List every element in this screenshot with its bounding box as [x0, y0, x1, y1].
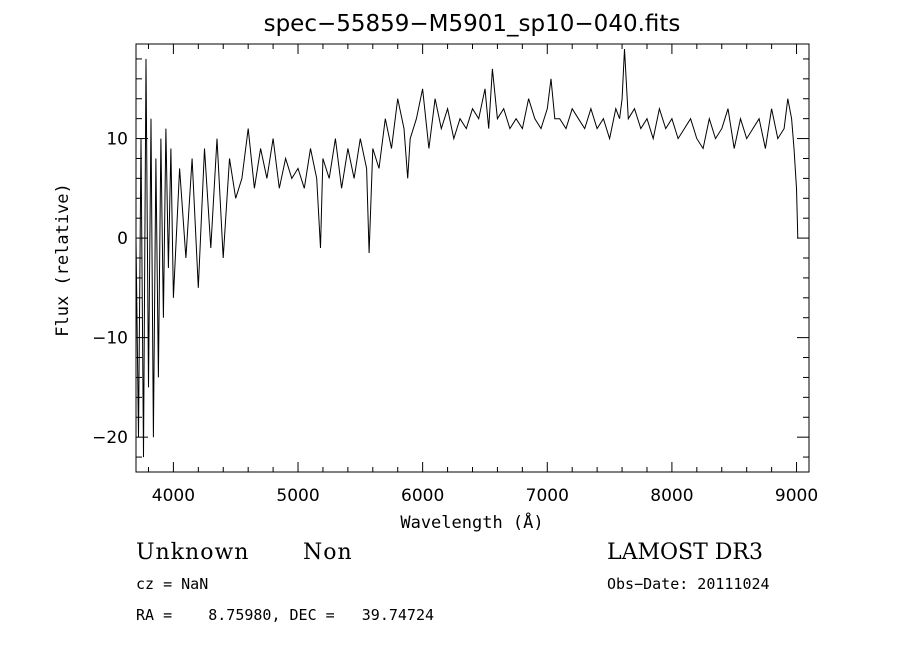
obs-date-label: Obs−Date: 20111024 — [607, 575, 770, 593]
spectrum-series-line — [135, 48, 799, 458]
object-class-label: Unknown — [136, 540, 249, 565]
y-tick-label: 0 — [117, 229, 128, 249]
y-axis-tick-labels: −20 −10 0 10 — [92, 130, 128, 449]
x-tick-label: 4000 — [152, 486, 195, 506]
y-tick-label: −10 — [92, 329, 128, 349]
y-axis-ticks — [136, 58, 809, 458]
x-tick-label: 8000 — [650, 486, 693, 506]
y-tick-label: −20 — [92, 428, 128, 448]
y-tick-label: 10 — [106, 130, 128, 150]
x-tick-label: 6000 — [401, 486, 444, 506]
redshift-label: cz = NaN — [136, 575, 208, 593]
x-axis-label: Wavelength (Å) — [400, 511, 543, 533]
x-axis-tick-labels: 4000 5000 6000 7000 8000 9000 — [152, 486, 818, 506]
coordinates-label: RA = 8.75980, DEC = 39.74724 — [136, 606, 434, 624]
x-tick-label: 7000 — [526, 486, 569, 506]
x-axis-ticks — [147, 44, 798, 472]
x-tick-label: 9000 — [775, 486, 818, 506]
chart-title: spec−55859−M5901_sp10−040.fits — [264, 11, 681, 37]
y-axis-label: Flux (relative) — [53, 183, 73, 337]
x-tick-label: 5000 — [276, 486, 319, 506]
survey-label: LAMOST DR3 — [607, 540, 763, 565]
object-subclass-label: Non — [303, 540, 353, 565]
